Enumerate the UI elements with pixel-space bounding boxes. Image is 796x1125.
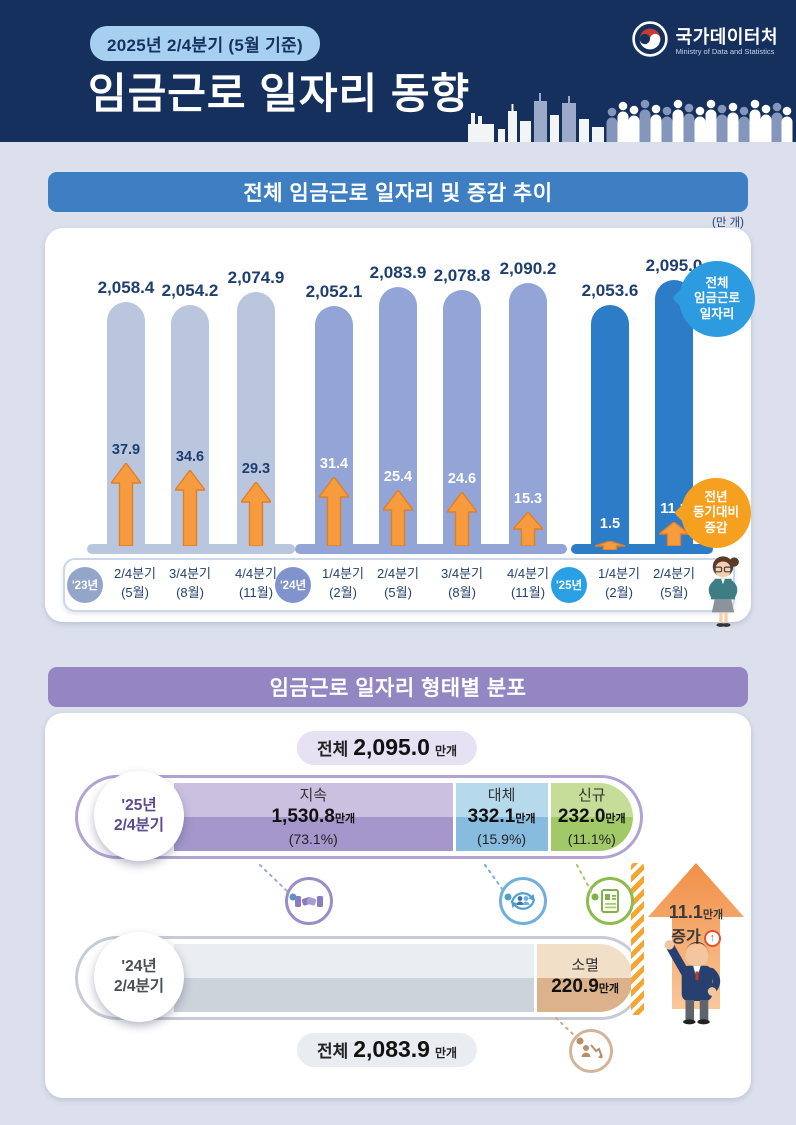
year-badge: '24년: [275, 567, 311, 603]
people-cycle-icon: [499, 877, 547, 925]
segment-base-2024: [174, 944, 535, 1012]
section1-header: 전체 임금근로 일자리 및 증감 추이: [48, 172, 748, 212]
increase-arrow: [648, 863, 744, 1009]
period-badge: 2025년 2/4분기 (5월 기준): [90, 26, 320, 61]
job-loss-icon: [569, 1029, 613, 1073]
change-arrow: [445, 490, 479, 551]
total-jobs-value: 2,074.9: [227, 268, 285, 287]
change-arrow: [317, 475, 351, 551]
x-axis-tick: 1/4분기 (2월): [322, 566, 364, 600]
total-2025-badge: 전체 2,095.0 만개: [296, 731, 478, 765]
total-jobs-bubble: 전체 임금근로 일자리: [679, 261, 755, 337]
distribution-row-2024: '24년 2/4분기 소멸 220.9만개: [75, 932, 643, 1022]
total-jobs-value: 2,053.6: [581, 281, 639, 300]
change-value: 31.4: [319, 456, 349, 472]
change-value: 37.9: [111, 442, 141, 458]
group-base-bar: [295, 544, 567, 554]
x-axis-tick: 2/4분기 (5월): [114, 566, 156, 600]
segment-continued: 지속 1,530.8만개 (73.1%): [174, 783, 453, 851]
segment-replaced: 대체 332.1만개 (15.9%): [455, 783, 548, 851]
handshake-icon: [285, 877, 333, 925]
government-emblem-icon: [631, 20, 669, 63]
period-circle-2025: '25년 2/4분기: [94, 771, 184, 861]
segment-new: 신규 232.0만개 (11.1%): [550, 783, 633, 851]
jobs-distribution-panel: 전체 2,095.0 만개 '25년 2/4분기 지속 1,530.8만개 (7…: [45, 713, 751, 1098]
page-title: 임금근로 일자리 동향: [88, 70, 471, 117]
x-axis-tick: 2/4분기 (5월): [377, 566, 419, 600]
x-axis-tick: 3/4분기 (8월): [441, 566, 483, 600]
segment-disappeared: 소멸 220.9만개: [537, 944, 633, 1012]
x-axis-tick: 4/4분기 (11월): [507, 566, 549, 600]
change-arrow: [381, 488, 415, 551]
change-value: 24.6: [447, 471, 477, 487]
x-axis-tick: 1/4분기 (2월): [598, 566, 640, 600]
total-jobs-value: 2,078.8: [433, 266, 491, 285]
change-arrow: [173, 468, 207, 551]
change-value: 29.3: [241, 461, 271, 477]
jobs-trend-chart-panel: 2,058.4 37.9 2/4분기 (5월) 2,054.2 34.6 3/4분기 (8…: [45, 228, 755, 627]
jobs-trend-chart: 2,058.4 37.9 2/4분기 (5월) 2,054.2 34.6 3/4분기 (8…: [45, 228, 751, 622]
yoy-change-bubble: 전년 동기대비 증감: [681, 478, 751, 548]
year-badge: '25년: [551, 567, 587, 603]
total-jobs-bar: [509, 283, 547, 548]
x-axis-tick: 3/4분기 (8월): [169, 566, 211, 600]
total-jobs-value: 2,090.2: [499, 259, 557, 278]
section2-header: 임금근로 일자리 형태별 분포: [48, 667, 748, 707]
change-arrow: [239, 480, 273, 551]
period-circle-2024: '24년 2/4분기: [94, 932, 184, 1022]
total-jobs-value: 2,054.2: [161, 281, 219, 300]
year-badge: '23년: [67, 567, 103, 603]
distribution-row-2025: '25년 2/4분기 지속 1,530.8만개 (73.1%) 대체 332.1…: [75, 771, 643, 861]
businessman-illustration: [664, 940, 721, 1025]
up-arrow-icon: ↑: [703, 929, 721, 947]
x-axis-box: [63, 558, 735, 612]
x-axis-tick: 2/4분기 (5월): [653, 566, 695, 600]
total-2024-badge: 전체 2,083.9 만개: [296, 1033, 478, 1067]
agency-name: 국가데이터처: [675, 26, 778, 47]
agency-name-english: Ministry of Data and Statistics: [675, 46, 775, 56]
group-base-bar: [571, 544, 713, 554]
change-value: 25.4: [383, 469, 413, 485]
total-jobs-value: 2,052.1: [305, 282, 363, 301]
change-value: 34.6: [175, 449, 205, 465]
agency-logo: 국가데이터처 Ministry of Data and Statistics: [631, 20, 778, 63]
new-document-icon: [586, 877, 634, 925]
total-jobs-value: 2,083.9: [369, 263, 427, 282]
change-arrow: [511, 510, 545, 551]
chart-unit-label: (만 개): [711, 217, 744, 229]
change-value: 1.5: [599, 516, 621, 532]
x-axis-tick: 4/4분기 (11월): [235, 566, 277, 600]
total-jobs-bar: [591, 305, 629, 548]
change-arrow: [594, 537, 626, 555]
increase-annotation: 11.1만개 증가 ↑: [668, 902, 724, 947]
city-skyline-illustration: [468, 93, 793, 142]
total-jobs-value: 2,058.4: [97, 278, 155, 297]
businesswoman-illustration: [708, 556, 739, 627]
page-header: 2025년 2/4분기 (5월 기준) 임금근로 일자리 동향 국가데이터처 M…: [0, 0, 796, 142]
group-base-bar: [87, 544, 295, 554]
change-arrow: [109, 461, 143, 551]
divider-hatched-bar: [631, 863, 644, 1015]
total-jobs-value: 2,095.0: [645, 256, 703, 275]
change-value: 15.3: [513, 491, 543, 507]
